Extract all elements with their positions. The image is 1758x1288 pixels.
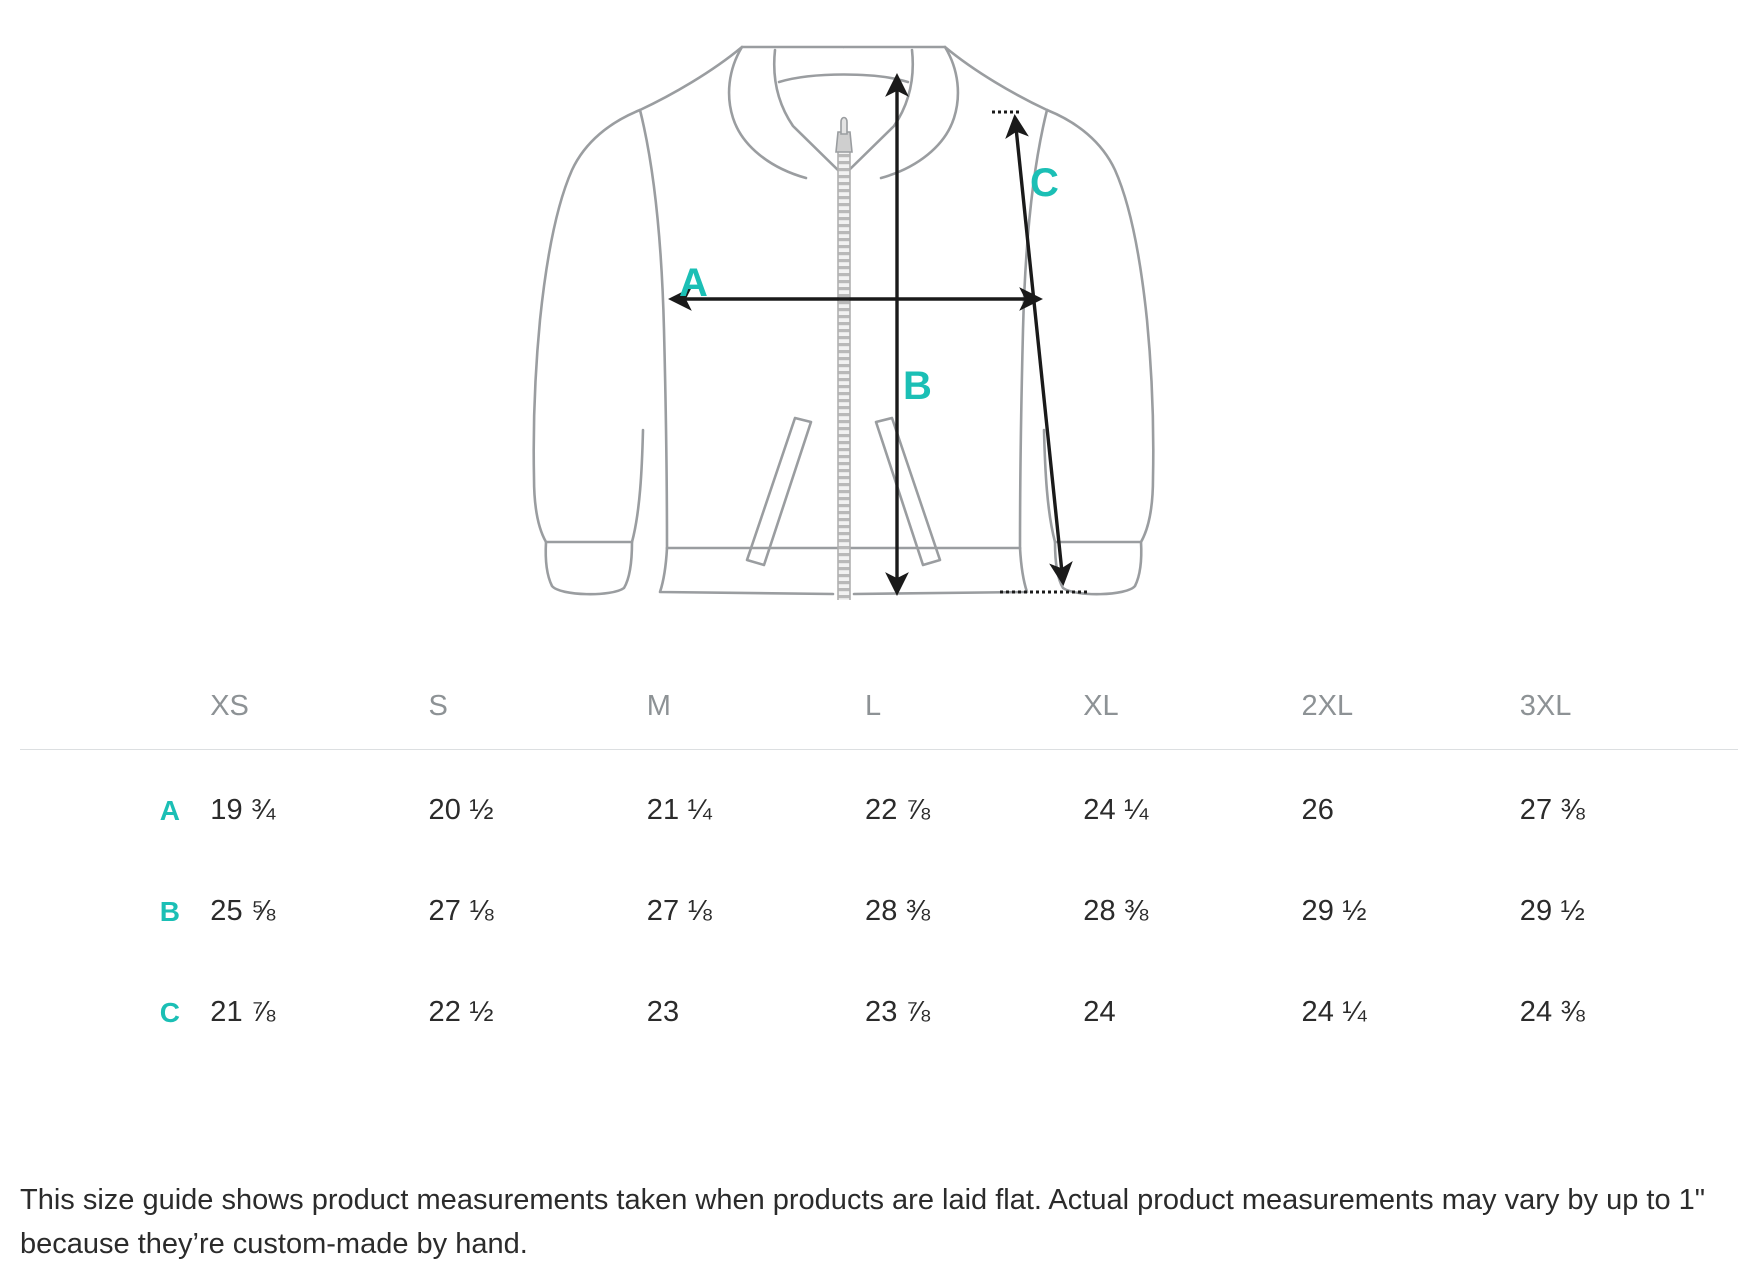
front-zipper: [835, 116, 853, 600]
measure-b-label: B: [903, 364, 932, 408]
left-shoulder-seam: [638, 45, 845, 112]
row-letter-a: A: [159, 794, 181, 826]
cell-a-s: 20 ½: [428, 794, 494, 826]
size-measurements-table: XS S M L XL 2XL 3XL A 19 ¾ 20 ½ 21 ¼ 22 …: [20, 690, 1738, 1063]
cell-a-m: 21 ¼: [646, 794, 713, 826]
cell-a-2xl: 26: [1301, 794, 1335, 826]
measure-c-arrow: [1005, 114, 1073, 586]
header-row: XS S M L XL 2XL 3XL: [20, 690, 1738, 750]
size-chart: XS S M L XL 2XL 3XL A 19 ¾ 20 ½ 21 ¼ 22 …: [0, 690, 1758, 1063]
collar-right-outer: [879, 45, 960, 180]
cell-a-xl: 24 ¼: [1083, 794, 1149, 826]
right-hem-band: [852, 546, 1029, 596]
cell-a-3xl: 27 ⅜: [1519, 794, 1586, 826]
collar-right-inner: [842, 48, 915, 177]
table-row: A 19 ¾ 20 ½ 21 ¼ 22 ⅞ 24 ¼ 26 27 ⅜: [20, 750, 1738, 862]
left-pocket-welt: [745, 416, 813, 567]
cell-b-xs: 25 ⅝: [210, 895, 276, 927]
measure-c-label: C: [1030, 161, 1059, 205]
cell-c-xl: 24: [1083, 996, 1116, 1028]
table-body: A 19 ¾ 20 ½ 21 ¼ 22 ⅞ 24 ¼ 26 27 ⅜ B 25 …: [20, 750, 1738, 1064]
cell-c-3xl: 24 ⅜: [1519, 996, 1586, 1028]
size-guide-illustration: A B C: [532, 45, 1155, 600]
table-row: C 21 ⅞ 22 ½ 23 23 ⅞ 24 24 ¼ 24 ⅜: [20, 962, 1738, 1063]
cell-b-2xl: 29 ½: [1301, 895, 1367, 927]
cell-a-l: 22 ⅞: [864, 794, 931, 826]
row-letter-c: C: [159, 996, 181, 1028]
cell-b-s: 27 ⅛: [428, 895, 494, 927]
header-size-xl: XL: [1083, 690, 1119, 722]
bomber-jacket-diagram: A B C: [532, 45, 1155, 600]
size-guide-footnote: This size guide shows product measuremen…: [20, 1184, 1706, 1260]
collar-left-inner: [772, 48, 845, 177]
header-size-s: S: [428, 690, 448, 722]
measure-c-guides: [992, 110, 1090, 594]
cell-c-2xl: 24 ¼: [1301, 996, 1367, 1028]
header-size-2xl: 2XL: [1301, 690, 1354, 722]
table-row: B 25 ⅝ 27 ⅛ 27 ⅛ 28 ⅜ 28 ⅜ 29 ½ 29 ½: [20, 861, 1738, 962]
cell-b-m: 27 ⅛: [646, 895, 713, 927]
header-size-m: M: [646, 690, 671, 722]
cell-b-l: 28 ⅜: [864, 895, 931, 927]
cell-a-xs: 19 ¾: [210, 794, 276, 826]
cell-c-xs: 21 ⅞: [210, 996, 276, 1028]
right-pocket-welt: [874, 416, 942, 567]
header-size-xs: XS: [210, 690, 249, 722]
left-sleeve-outline: [532, 108, 645, 544]
left-armhole-seam: [638, 108, 669, 550]
right-cuff: [1053, 540, 1143, 596]
right-sleeve-outline: [1042, 108, 1155, 544]
cell-b-3xl: 29 ½: [1519, 895, 1586, 927]
cell-c-m: 23: [646, 996, 680, 1028]
collar-back-neckline: [777, 73, 910, 84]
right-shoulder-seam: [842, 45, 1049, 112]
left-hem-band: [658, 546, 835, 596]
cell-c-l: 23 ⅞: [864, 996, 931, 1028]
measure-a-label: A: [679, 261, 708, 305]
cell-c-s: 22 ½: [428, 996, 494, 1028]
cell-b-xl: 28 ⅜: [1083, 895, 1149, 927]
header-size-l: L: [864, 690, 882, 722]
table-header: XS S M L XL 2XL 3XL: [20, 690, 1738, 750]
header-size-3xl: 3XL: [1519, 690, 1572, 722]
left-cuff: [544, 540, 634, 596]
collar-left-outer: [727, 45, 808, 180]
row-letter-b: B: [159, 895, 181, 927]
header-corner-cell: [20, 690, 210, 750]
